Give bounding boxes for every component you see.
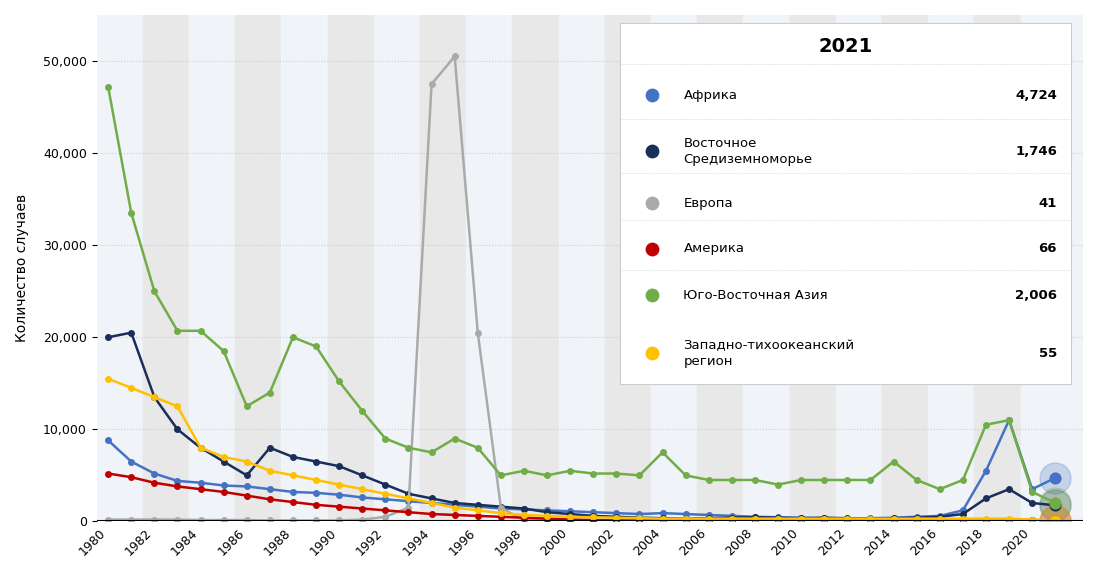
Point (1046, 516, 1064, 525)
Point (643, 244, 661, 253)
Bar (697, 15, 743, 521)
Bar (513, 15, 559, 521)
Bar (281, 15, 327, 521)
Point (643, 348, 661, 358)
Bar (373, 15, 421, 521)
Bar (467, 15, 513, 521)
Text: 2,006: 2,006 (1015, 289, 1057, 302)
Bar (559, 15, 605, 521)
Point (643, 91, 661, 100)
Point (643, 291, 661, 300)
Bar (327, 15, 373, 521)
Text: Европа: Европа (683, 197, 733, 210)
Bar (928, 15, 974, 521)
Point (1046, 516, 1064, 525)
Point (1046, 499, 1064, 508)
Text: Восточное
Средиземноморье: Восточное Средиземноморье (683, 136, 813, 166)
Text: 1,746: 1,746 (1016, 144, 1057, 158)
Point (1046, 499, 1064, 508)
Point (1046, 501, 1064, 510)
Bar (743, 15, 789, 521)
Text: 2021: 2021 (818, 37, 873, 56)
Bar (421, 15, 467, 521)
Bar (882, 15, 928, 521)
Point (643, 147, 661, 156)
Bar (974, 15, 1021, 521)
Point (1046, 473, 1064, 482)
Bar (235, 15, 281, 521)
Bar (789, 15, 836, 521)
Bar (189, 15, 235, 521)
Bar (97, 15, 143, 521)
Text: Африка: Африка (683, 89, 738, 101)
Point (643, 199, 661, 208)
Bar (1021, 15, 1067, 521)
Point (1046, 516, 1064, 525)
Text: 66: 66 (1039, 242, 1057, 255)
Text: 4,724: 4,724 (1016, 89, 1057, 101)
Bar (605, 15, 651, 521)
Point (1046, 501, 1064, 510)
Bar (143, 15, 189, 521)
Y-axis label: Количество случаев: Количество случаев (15, 194, 29, 342)
Point (1046, 516, 1064, 525)
Text: Юго-Восточная Азия: Юго-Восточная Азия (683, 289, 828, 302)
Text: Америка: Америка (683, 242, 744, 255)
Point (1046, 516, 1064, 525)
Text: 55: 55 (1039, 347, 1057, 360)
Bar (651, 15, 697, 521)
Point (1046, 473, 1064, 482)
Bar (836, 15, 882, 521)
Text: Западно-тихоокеанский
регион: Западно-тихоокеанский регион (683, 339, 854, 368)
Text: 41: 41 (1039, 197, 1057, 210)
Point (1046, 516, 1064, 525)
